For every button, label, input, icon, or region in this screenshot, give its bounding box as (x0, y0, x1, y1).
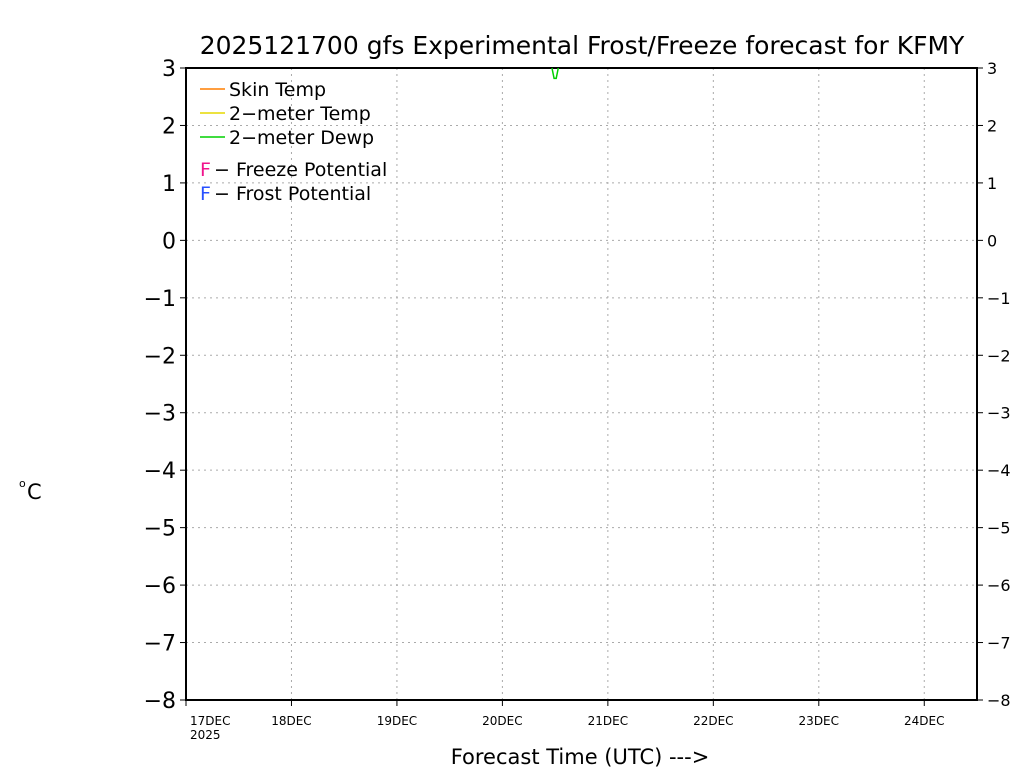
y-axis-degree: o (19, 477, 26, 490)
y-tick-label: 0 (162, 229, 176, 254)
y-tick-label: 1 (162, 172, 176, 197)
y-tick-label: −4 (144, 459, 176, 484)
x-tick-label: 19DEC (377, 714, 417, 728)
y-tick-label: −5 (144, 517, 176, 542)
y-tick-label-right: −1 (987, 289, 1011, 308)
y-tick-label-right: −6 (987, 576, 1011, 595)
y-tick-label: 2 (162, 114, 176, 139)
legend-label: Skin Temp (229, 79, 326, 101)
chart-title: 2025121700 gfs Experimental Frost/Freeze… (200, 31, 965, 60)
y-tick-label-right: −4 (987, 461, 1011, 480)
y-tick-label-right: 1 (987, 174, 997, 193)
legend-label: 2−meter Temp (229, 103, 371, 125)
y-tick-label: −7 (144, 632, 176, 657)
x-tick-label: 24DEC (904, 714, 944, 728)
y-tick-label: −1 (144, 287, 176, 312)
y-axis: 3 3 2 2 1 1 0 0 −1 −1 −2 −2 −3 −3 −4 −4 −5 −5 −6 −6 −7 −7 −8 −8 (144, 57, 1011, 714)
x-tick-label: 17DEC (190, 714, 230, 728)
y-tick-label-right: −2 (987, 346, 1011, 365)
y-tick-label: −3 (144, 402, 176, 427)
y-tick-label-right: 0 (987, 231, 997, 250)
y-tick-label-right: 2 (987, 116, 997, 135)
legend-label: − Freeze Potential (214, 159, 387, 181)
x-tick-label: 23DEC (799, 714, 839, 728)
y-tick-label: −8 (144, 689, 176, 714)
plot-frame (185, 67, 978, 701)
x-tick-label: 18DEC (271, 714, 311, 728)
x-tick-label: 21DEC (588, 714, 628, 728)
x-axis-label: Forecast Time (UTC) ---> (451, 745, 710, 768)
y-tick-label: −6 (144, 574, 176, 599)
x-tick-label: 20DEC (482, 714, 522, 728)
x-tick-label: 22DEC (693, 714, 733, 728)
legend-label: 2−meter Dewp (229, 127, 374, 149)
y-tick-label: 3 (162, 57, 176, 82)
x-axis: 17DEC 18DEC 19DEC 20DEC 21DEC 22DEC 23DEC 24DEC… (185, 700, 945, 742)
series-line-dewp (551, 67, 560, 80)
y-tick-label-right: −7 (987, 634, 1011, 653)
y-tick-label-right: −5 (987, 519, 1011, 538)
y-tick-label-right: 3 (987, 59, 997, 78)
y-tick-label: −2 (144, 344, 176, 369)
x-tick-year: 2025 (190, 728, 221, 742)
legend-label: − Frost Potential (214, 183, 371, 205)
series-layer (551, 67, 560, 80)
legend-marker: F (200, 159, 211, 181)
y-tick-label-right: −3 (987, 404, 1011, 423)
y-axis-unit: C (27, 480, 42, 504)
y-tick-label-right: −8 (987, 691, 1011, 710)
legend-marker: F (200, 183, 211, 205)
